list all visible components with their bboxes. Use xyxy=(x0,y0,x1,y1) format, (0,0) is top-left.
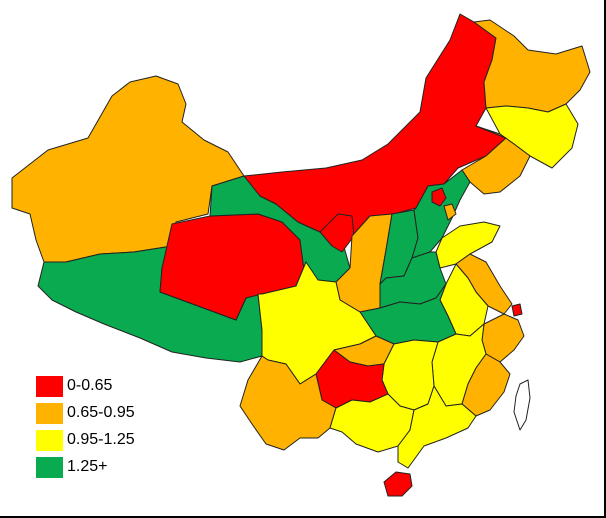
region-guangdong xyxy=(397,385,477,469)
region-hebei xyxy=(411,169,471,259)
legend-swatch xyxy=(36,376,63,397)
legend-item: 0.95-1.25 xyxy=(36,430,166,452)
legend-swatch xyxy=(36,457,63,478)
region-yunnan xyxy=(239,355,337,451)
region-tianjin xyxy=(443,203,457,221)
legend-item: 0-0.65 xyxy=(36,376,166,398)
legend-label: 0.65-0.95 xyxy=(67,404,135,421)
legend-label: 0-0.65 xyxy=(67,377,113,394)
legend-swatch xyxy=(36,430,63,451)
region-beijing xyxy=(431,187,447,207)
region-hainan xyxy=(383,471,413,497)
region-shanghai xyxy=(511,303,523,317)
legend-label: 0.95-1.25 xyxy=(67,431,135,448)
frame-border-right xyxy=(604,0,606,518)
legend-swatch xyxy=(36,403,63,424)
region-inner-mongolia xyxy=(243,13,507,241)
legend-item: 0.65-0.95 xyxy=(36,403,166,425)
legend-label: 1.25+ xyxy=(67,458,108,475)
frame-border-bottom xyxy=(0,516,606,518)
region-fujian xyxy=(461,353,511,417)
legend: 0-0.65 0.65-0.95 0.95-1.25 1.25+ xyxy=(36,376,166,484)
legend-item: 1.25+ xyxy=(36,457,166,479)
region-taiwan xyxy=(513,379,531,431)
region-heilongjiang xyxy=(473,19,591,113)
region-liaoning xyxy=(461,125,531,195)
